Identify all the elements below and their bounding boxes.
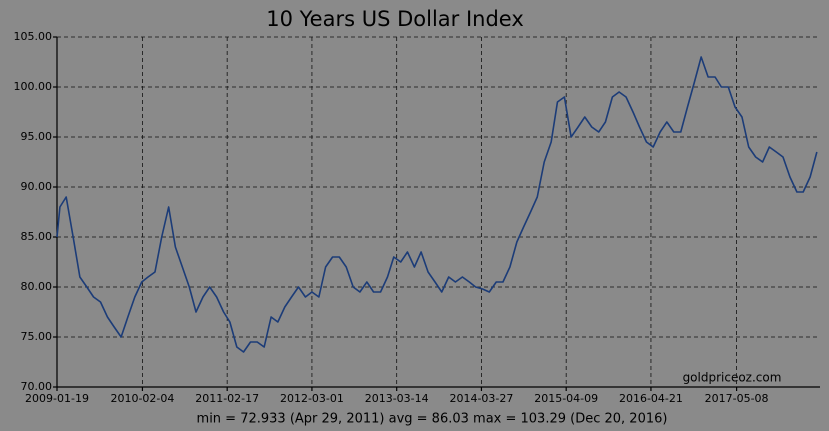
x-tick-label: 2012-03-01 — [280, 392, 344, 405]
y-tick-label: 75.00 — [21, 330, 53, 343]
x-tick-label: 2013-03-14 — [365, 392, 429, 405]
x-tick-label: 2017-05-08 — [705, 392, 769, 405]
y-tick-label: 90.00 — [21, 180, 53, 193]
x-tick-label: 2014-03-27 — [449, 392, 513, 405]
y-tick-label: 85.00 — [21, 230, 53, 243]
data-line — [56, 56, 818, 353]
x-tick-label: 2010-02-04 — [110, 392, 174, 405]
y-tick-label: 80.00 — [21, 280, 53, 293]
y-tick-label: 70.00 — [21, 380, 53, 393]
y-tick-label: 105.00 — [14, 30, 53, 43]
y-tick-label: 95.00 — [21, 130, 53, 143]
stats-footer: min = 72.933 (Apr 29, 2011) avg = 86.03 … — [197, 412, 668, 427]
source-label: goldpriceoz.com — [683, 371, 782, 385]
x-tick-label: 2016-04-21 — [619, 392, 683, 405]
y-tick-label: 100.00 — [14, 80, 53, 93]
x-tick-label: 2015-04-09 — [534, 392, 598, 405]
x-tick-label: 2011-02-17 — [195, 392, 259, 405]
x-tick-label: 2009-01-19 — [25, 392, 89, 405]
chart-title: 10 Years US Dollar Index — [266, 7, 524, 31]
